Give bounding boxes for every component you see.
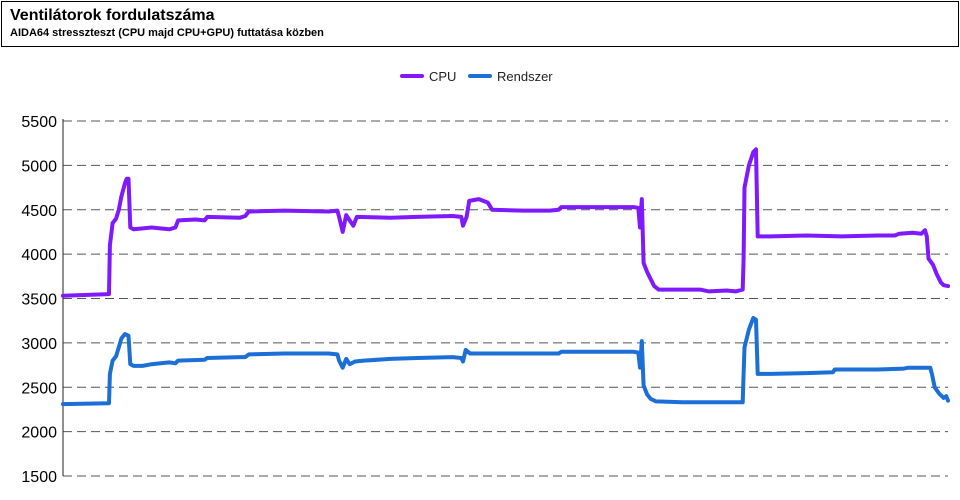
chart-header: Ventilátorok fordulatszáma AIDA64 stress… <box>1 1 959 47</box>
chart-subtitle: AIDA64 stresszteszt (CPU majd CPU+GPU) f… <box>10 27 324 39</box>
y-tick-label: 3500 <box>21 292 57 309</box>
y-tick-label: 2500 <box>21 380 57 397</box>
y-tick-label: 5000 <box>21 158 57 175</box>
legend-label-rendszer: Rendszer <box>497 69 553 84</box>
y-tick-label: 2000 <box>21 425 57 442</box>
y-tick-label: 4500 <box>21 203 57 220</box>
series-line-cpu <box>61 147 950 298</box>
legend-label-cpu: CPU <box>429 69 456 84</box>
y-tick-label: 1500 <box>21 469 57 486</box>
y-tick-label: 4000 <box>21 247 57 264</box>
y-tick-label: 5500 <box>21 114 57 131</box>
y-tick-label: 3000 <box>21 336 57 353</box>
series-line-rendszer <box>61 316 950 407</box>
chart-title: Ventilátorok fordulatszáma <box>10 7 215 24</box>
